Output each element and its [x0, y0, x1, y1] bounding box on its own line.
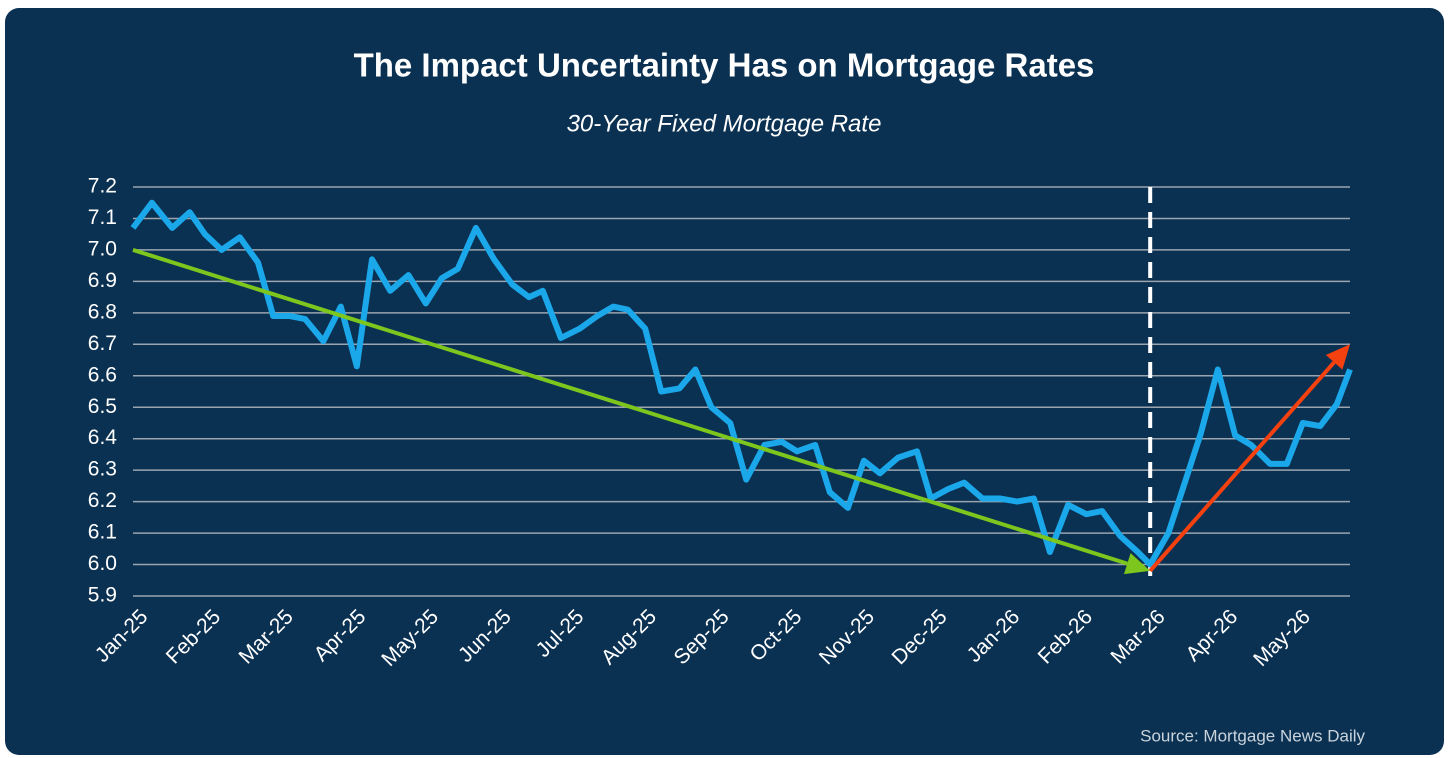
y-tick-label: 6.4 [88, 426, 118, 449]
y-tick-label: 6.8 [88, 300, 117, 323]
arrow-head [1325, 344, 1350, 370]
y-tick-label: 6.6 [88, 363, 117, 386]
source-note: Source: Mortgage News Daily [1140, 726, 1365, 745]
y-tick-label: 6.5 [88, 395, 117, 418]
y-tick-label: 5.9 [88, 584, 117, 607]
rate-line [130, 199, 1353, 568]
y-tick-label: 6.9 [88, 269, 117, 292]
y-tick-label: 6.7 [88, 332, 117, 355]
y-tick-label: 7.0 [88, 237, 117, 260]
y-tick-label: 6.0 [88, 552, 117, 575]
y-tick-label: 7.2 [88, 175, 117, 198]
chart-subtitle: 30-Year Fixed Mortgage Rate [567, 110, 882, 137]
chart-panel [5, 8, 1444, 755]
trend-arrow [132, 248, 1128, 566]
trend-arrow [1148, 360, 1336, 573]
y-tick-label: 6.3 [88, 458, 117, 481]
y-tick-label: 6.2 [88, 489, 117, 512]
chart-title: The Impact Uncertainty Has on Mortgage R… [354, 47, 1095, 84]
y-tick-label: 7.1 [88, 206, 117, 229]
arrow-head [1123, 553, 1151, 575]
y-tick-label: 6.1 [88, 521, 117, 544]
